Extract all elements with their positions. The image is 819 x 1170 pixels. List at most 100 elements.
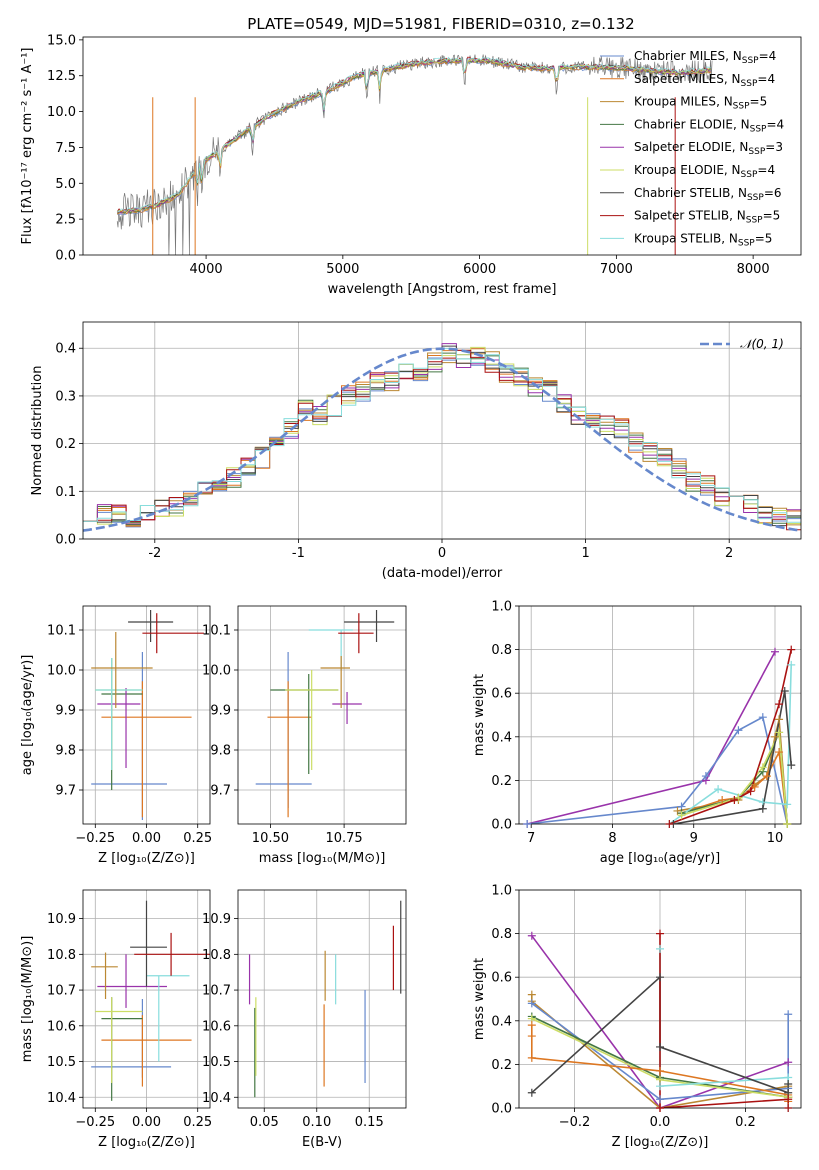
y-tick-label: 10.4 — [47, 1091, 76, 1106]
y-tick-label: 10.9 — [202, 912, 231, 927]
legend-nssp-value: 5 — [773, 209, 781, 223]
model-spectrum-5 — [116, 57, 711, 213]
weight-marker-3-4 — [762, 772, 771, 781]
weight-marker-8-3 — [784, 1104, 793, 1112]
legend-normal-label: 𝒩(0, 1) — [740, 337, 784, 351]
x-tick-label: −0.25 — [75, 1115, 115, 1130]
x-tick-label: 10 — [767, 831, 784, 846]
legend-nssp-value: 3 — [775, 140, 783, 154]
y-tick-label: 10.7 — [202, 984, 231, 999]
legend-nssp-subscript: SSP — [750, 124, 767, 134]
x-tick-label: 0.10 — [302, 1115, 331, 1130]
x-tick-label: −0.25 — [75, 831, 115, 846]
weight-marker-1-4 — [758, 713, 767, 722]
legend-series-name: Kroupa STELIB — [634, 231, 721, 245]
weight-marker-7-1 — [656, 973, 664, 982]
weight-marker-8-1 — [730, 796, 739, 805]
legend-nssp-subscript: SSP — [748, 147, 765, 157]
legend-nssp-subscript: SSP — [747, 193, 764, 203]
legend-nssp-prefix: , N — [730, 186, 747, 200]
legend-entry-5: Kroupa ELODIE, NSSP=4 — [634, 163, 775, 180]
weight-marker-6-3 — [783, 800, 792, 809]
y-tick-label: 10.0 — [47, 664, 76, 679]
legend-entry-7: Salpeter STELIB, NSSP=5 — [634, 209, 780, 226]
model-spectrum-8 — [117, 56, 711, 213]
weight-marker-5-2 — [758, 763, 767, 772]
y-tick-label: 10.5 — [202, 1055, 231, 1070]
weight-marker-5-2 — [527, 1053, 536, 1062]
weight-marker-8-0 — [665, 820, 674, 828]
weight-marker-8-3 — [775, 700, 784, 709]
plot-area — [248, 900, 402, 1098]
y-tick-label: 10.1 — [47, 624, 76, 639]
x-tick-label: 0 — [438, 546, 446, 561]
legend-series-name: Chabrier MILES — [634, 49, 725, 63]
weight-marker-7-0 — [527, 1088, 536, 1097]
legend-nssp-eq: = — [764, 186, 774, 200]
legend-nssp-subscript: SSP — [746, 216, 763, 226]
y-tick-label: 9.9 — [55, 704, 76, 719]
weight-marker-8-4 — [787, 645, 796, 654]
y-tick-label: 1.0 — [491, 600, 512, 615]
weight-marker-6-4 — [787, 660, 796, 669]
x-tick-label: 5000 — [326, 262, 359, 277]
y-tick-label: 2.5 — [55, 213, 76, 228]
weight-marker-5-3 — [775, 728, 784, 737]
weight-marker-5-4 — [783, 820, 792, 828]
x-axis-label: mass [log₁₀(M/M⊙)] — [259, 851, 386, 866]
x-tick-label: -2 — [148, 546, 161, 561]
y-tick-label: 5.0 — [55, 177, 76, 192]
x-tick-label: 7 — [527, 831, 535, 846]
legend-nssp-value: 6 — [774, 186, 782, 200]
y-tick-label: 9.9 — [210, 704, 231, 719]
y-tick-label: 10.1 — [202, 624, 231, 639]
y-axis-label: mass [log₁₀(M/M⊙)] — [20, 936, 35, 1063]
legend-series-name: Salpeter STELIB — [634, 209, 729, 223]
panel-age-vs-mass: 10.50 10.75 9.7 9.8 9.9 10.0 10.1 mass [log₁₀(M… — [202, 605, 407, 866]
weight-marker-2-0 — [673, 806, 682, 815]
x-tick-label: 1 — [581, 546, 589, 561]
y-tick-label: 10.8 — [202, 948, 231, 963]
y-tick-label: 0.8 — [491, 643, 512, 658]
y-tick-label: 0.2 — [491, 1058, 512, 1073]
panel-mass-vs-Z: −0.25 0.00 0.25 10.4 10.5 10.6 10.7 10.8 10.9 Z [… — [20, 889, 212, 1150]
legend-series-name: Salpeter MILES — [634, 72, 724, 86]
weight-marker-8-2 — [746, 787, 755, 796]
model-spectrum-6 — [116, 57, 711, 213]
model-spectrum-3 — [116, 58, 711, 215]
weight-marker-7-2 — [780, 687, 789, 696]
y-axis-label: Flux [fλ10⁻¹⁷ erg cm⁻² s⁻¹ A⁻¹] — [20, 48, 35, 245]
legend-series-name: Chabrier ELODIE — [634, 117, 733, 131]
weight-marker-6-1 — [656, 1082, 664, 1091]
legend-nssp-value: 4 — [767, 163, 775, 177]
legend-nssp-prefix: , N — [725, 49, 742, 63]
weight-marker-1-3 — [734, 726, 743, 735]
legend-nssp-value: 4 — [769, 49, 777, 63]
weight-marker-5-1 — [734, 793, 743, 802]
y-tick-label: 10.4 — [202, 1091, 231, 1106]
x-tick-label: 0.00 — [132, 1115, 161, 1130]
y-tick-label: 10.7 — [47, 984, 76, 999]
y-axis-label: Normed distribution — [30, 366, 45, 496]
y-axis-label: age [log₁₀(age/yr)] — [20, 655, 35, 776]
y-tick-label: 10.8 — [47, 948, 76, 963]
y-tick-label: 0.4 — [491, 730, 512, 745]
weight-marker-0-0 — [527, 931, 536, 940]
legend-entry-0: Chabrier MILES, NSSP=4 — [634, 49, 776, 66]
weight-marker-3-5 — [775, 748, 784, 757]
legend-nssp-value: 5 — [765, 231, 773, 245]
weight-marker-5-1 — [527, 1032, 536, 1041]
legend-nssp-eq: = — [766, 117, 776, 131]
y-tick-label: 9.8 — [55, 744, 76, 759]
weight-marker-8-2 — [784, 1095, 793, 1104]
legend-entry-1: Salpeter MILES, NSSP=4 — [634, 72, 775, 89]
histogram-series-8 — [83, 348, 801, 539]
legend-series-name: Kroupa ELODIE — [634, 163, 724, 177]
weight-marker-1-0 — [523, 820, 532, 828]
weight-marker-2-5 — [775, 715, 784, 724]
weight-line-2 — [531, 1002, 789, 1101]
panel-age-vs-Z: −0.25 0.00 0.25 9.7 9.8 9.9 10.0 10.1 Z [log₁₀(Z… — [20, 605, 212, 866]
y-tick-label: 0.0 — [491, 818, 512, 833]
weight-marker-6-1 — [714, 785, 723, 794]
weight-line-7 — [673, 690, 792, 824]
